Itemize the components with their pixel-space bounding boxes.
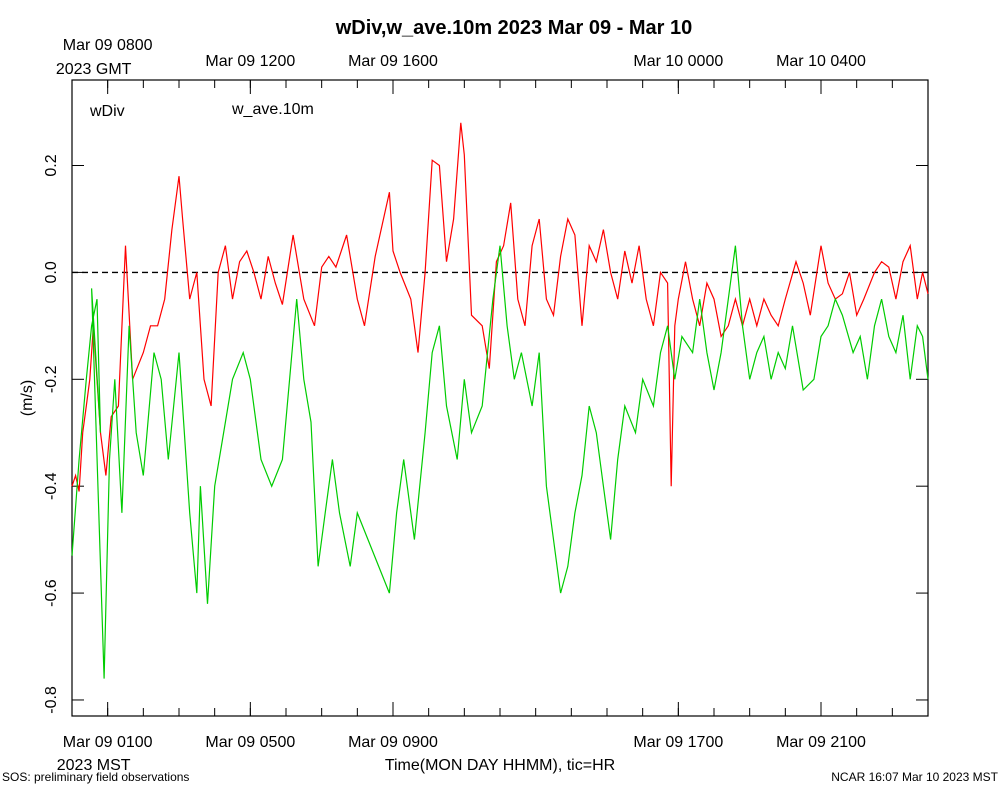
x-top-tick-label: Mar 10 0000	[633, 53, 723, 70]
y-tick-label: -0.2	[43, 365, 60, 393]
y-tick-label: -0.6	[43, 579, 60, 607]
x-tick-label: Mar 09 2100	[776, 734, 866, 751]
series-line-wdiv	[71, 122, 929, 492]
plot-frame	[71, 79, 929, 717]
y-axis: 0.2 0.0 -0.2 -0.4 -0.6 -0.8	[43, 154, 928, 714]
y-tick-label: -0.4	[43, 472, 60, 500]
x-tick-sublabel: 2023 MST	[57, 757, 131, 774]
series-line-w-ave-10m	[71, 245, 929, 679]
y-tick-label: 0.0	[43, 261, 60, 283]
legend-w-ave-10m: w_ave.10m	[231, 101, 314, 118]
y-axis-label: (m/s)	[19, 380, 36, 416]
x-axis-top: Mar 09 0800 2023 GMT Mar 09 1200 Mar 09 160…	[56, 37, 866, 94]
x-tick-label: Mar 09 0100	[63, 734, 153, 751]
x-top-tick-label: Mar 09 1600	[348, 53, 438, 70]
x-top-tick-label: Mar 09 0800	[63, 37, 153, 54]
x-top-tick-label: Mar 10 0400	[776, 53, 866, 70]
x-tick-label: Mar 09 0900	[348, 734, 438, 751]
x-tick-label: Mar 09 1700	[633, 734, 723, 751]
y-tick-label: 0.2	[43, 154, 60, 176]
legend-wdiv: wDiv	[89, 103, 125, 120]
y-tick-label: -0.8	[43, 686, 60, 714]
footer-left: SOS: preliminary field observations	[2, 770, 189, 784]
x-tick-label: Mar 09 0500	[205, 734, 295, 751]
footer-right: NCAR 16:07 Mar 10 2023 MST	[831, 770, 998, 784]
chart-title: wDiv,w_ave.10m 2023 Mar 09 - Mar 10	[335, 17, 693, 39]
x-top-tick-label: Mar 09 1200	[205, 53, 295, 70]
x-axis-bottom: Mar 09 0100 2023 MST Mar 09 0500 Mar 09 090…	[57, 702, 866, 774]
minor-ticks	[71, 80, 929, 716]
x-top-tick-sublabel: 2023 GMT	[56, 61, 132, 78]
x-axis-label: Time(MON DAY HHMM), tic=HR	[385, 757, 615, 774]
